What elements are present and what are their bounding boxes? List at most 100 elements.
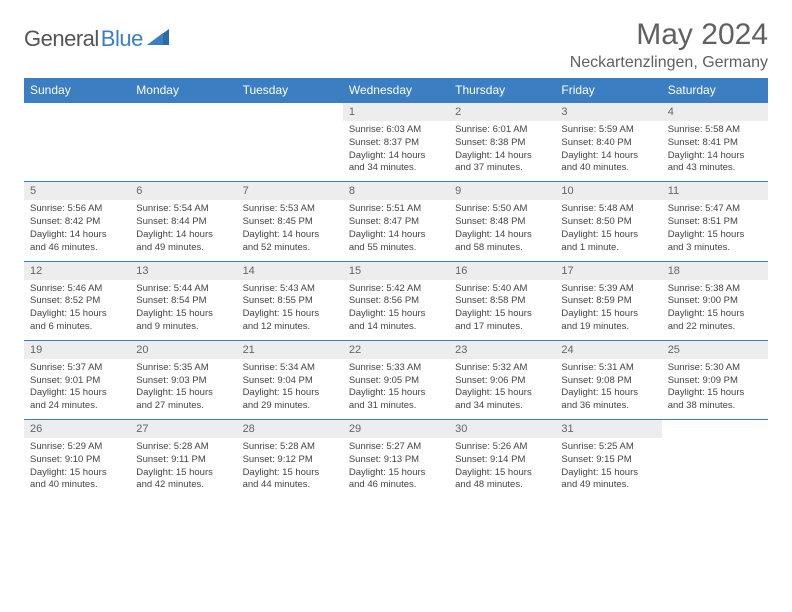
calendar-cell <box>237 103 343 182</box>
daylight-text: Daylight: 14 hours and 34 minutes. <box>349 150 443 176</box>
day-number: 30 <box>449 420 555 438</box>
sunrise-text: Sunrise: 5:30 AM <box>668 362 762 375</box>
sunset-text: Sunset: 8:45 PM <box>243 216 337 229</box>
daylight-text: Daylight: 15 hours and 6 minutes. <box>30 308 124 334</box>
day-body: Sunrise: 5:31 AMSunset: 9:08 PMDaylight:… <box>555 359 661 419</box>
day-body: Sunrise: 5:29 AMSunset: 9:10 PMDaylight:… <box>24 438 130 498</box>
daylight-text: Daylight: 15 hours and 31 minutes. <box>349 387 443 413</box>
sunset-text: Sunset: 9:13 PM <box>349 454 443 467</box>
month-title: May 2024 <box>570 18 768 52</box>
day-header: Friday <box>555 78 661 103</box>
sunrise-text: Sunrise: 5:58 AM <box>668 124 762 137</box>
calendar-cell <box>662 420 768 499</box>
sunrise-text: Sunrise: 5:50 AM <box>455 203 549 216</box>
day-header: Saturday <box>662 78 768 103</box>
sunset-text: Sunset: 8:37 PM <box>349 137 443 150</box>
sunrise-text: Sunrise: 5:44 AM <box>136 283 230 296</box>
sunrise-text: Sunrise: 5:39 AM <box>561 283 655 296</box>
daylight-text: Daylight: 15 hours and 22 minutes. <box>668 308 762 334</box>
calendar-cell: 9Sunrise: 5:50 AMSunset: 8:48 PMDaylight… <box>449 182 555 261</box>
day-number: 7 <box>237 182 343 200</box>
calendar-cell: 2Sunrise: 6:01 AMSunset: 8:38 PMDaylight… <box>449 103 555 182</box>
day-header: Wednesday <box>343 78 449 103</box>
calendar-cell: 15Sunrise: 5:42 AMSunset: 8:56 PMDayligh… <box>343 261 449 340</box>
calendar-cell: 3Sunrise: 5:59 AMSunset: 8:40 PMDaylight… <box>555 103 661 182</box>
calendar-week-row: 26Sunrise: 5:29 AMSunset: 9:10 PMDayligh… <box>24 420 768 499</box>
day-body: Sunrise: 5:40 AMSunset: 8:58 PMDaylight:… <box>449 280 555 340</box>
day-number: 29 <box>343 420 449 438</box>
calendar-cell: 24Sunrise: 5:31 AMSunset: 9:08 PMDayligh… <box>555 340 661 419</box>
sunrise-text: Sunrise: 5:31 AM <box>561 362 655 375</box>
logo-text-2: Blue <box>101 26 143 52</box>
day-header: Monday <box>130 78 236 103</box>
day-number: 15 <box>343 262 449 280</box>
sunset-text: Sunset: 8:47 PM <box>349 216 443 229</box>
day-number: 14 <box>237 262 343 280</box>
calendar-cell: 10Sunrise: 5:48 AMSunset: 8:50 PMDayligh… <box>555 182 661 261</box>
title-block: May 2024 Neckartenzlingen, Germany <box>570 18 768 72</box>
sunrise-text: Sunrise: 5:32 AM <box>455 362 549 375</box>
calendar-cell: 11Sunrise: 5:47 AMSunset: 8:51 PMDayligh… <box>662 182 768 261</box>
sunset-text: Sunset: 8:56 PM <box>349 295 443 308</box>
sunrise-text: Sunrise: 5:37 AM <box>30 362 124 375</box>
daylight-text: Daylight: 15 hours and 1 minute. <box>561 229 655 255</box>
day-body: Sunrise: 5:59 AMSunset: 8:40 PMDaylight:… <box>555 121 661 181</box>
day-number: 13 <box>130 262 236 280</box>
sunrise-text: Sunrise: 5:59 AM <box>561 124 655 137</box>
daylight-text: Daylight: 14 hours and 46 minutes. <box>30 229 124 255</box>
daylight-text: Daylight: 15 hours and 46 minutes. <box>349 467 443 493</box>
day-number: 23 <box>449 341 555 359</box>
calendar-cell <box>130 103 236 182</box>
calendar-cell: 20Sunrise: 5:35 AMSunset: 9:03 PMDayligh… <box>130 340 236 419</box>
daylight-text: Daylight: 15 hours and 49 minutes. <box>561 467 655 493</box>
daylight-text: Daylight: 14 hours and 49 minutes. <box>136 229 230 255</box>
day-number: 20 <box>130 341 236 359</box>
day-number: 3 <box>555 103 661 121</box>
day-body: Sunrise: 5:50 AMSunset: 8:48 PMDaylight:… <box>449 200 555 260</box>
day-number: 17 <box>555 262 661 280</box>
day-body: Sunrise: 5:38 AMSunset: 9:00 PMDaylight:… <box>662 280 768 340</box>
calendar-page: GeneralBlue May 2024 Neckartenzlingen, G… <box>0 0 792 516</box>
calendar-cell: 7Sunrise: 5:53 AMSunset: 8:45 PMDaylight… <box>237 182 343 261</box>
day-body: Sunrise: 5:47 AMSunset: 8:51 PMDaylight:… <box>662 200 768 260</box>
sunset-text: Sunset: 9:08 PM <box>561 375 655 388</box>
calendar-cell: 8Sunrise: 5:51 AMSunset: 8:47 PMDaylight… <box>343 182 449 261</box>
sunrise-text: Sunrise: 5:40 AM <box>455 283 549 296</box>
daylight-text: Daylight: 15 hours and 34 minutes. <box>455 387 549 413</box>
sunrise-text: Sunrise: 5:28 AM <box>136 441 230 454</box>
daylight-text: Daylight: 14 hours and 43 minutes. <box>668 150 762 176</box>
daylight-text: Daylight: 14 hours and 37 minutes. <box>455 150 549 176</box>
sunset-text: Sunset: 8:48 PM <box>455 216 549 229</box>
calendar-cell: 26Sunrise: 5:29 AMSunset: 9:10 PMDayligh… <box>24 420 130 499</box>
daylight-text: Daylight: 15 hours and 40 minutes. <box>30 467 124 493</box>
daylight-text: Daylight: 15 hours and 38 minutes. <box>668 387 762 413</box>
sunrise-text: Sunrise: 5:35 AM <box>136 362 230 375</box>
sunset-text: Sunset: 9:09 PM <box>668 375 762 388</box>
sunset-text: Sunset: 9:06 PM <box>455 375 549 388</box>
day-number: 11 <box>662 182 768 200</box>
sunset-text: Sunset: 8:52 PM <box>30 295 124 308</box>
day-body: Sunrise: 5:54 AMSunset: 8:44 PMDaylight:… <box>130 200 236 260</box>
day-body: Sunrise: 5:58 AMSunset: 8:41 PMDaylight:… <box>662 121 768 181</box>
daylight-text: Daylight: 15 hours and 17 minutes. <box>455 308 549 334</box>
sunset-text: Sunset: 9:10 PM <box>30 454 124 467</box>
sunrise-text: Sunrise: 5:28 AM <box>243 441 337 454</box>
sunrise-text: Sunrise: 5:42 AM <box>349 283 443 296</box>
sunrise-text: Sunrise: 5:43 AM <box>243 283 337 296</box>
calendar-week-row: 5Sunrise: 5:56 AMSunset: 8:42 PMDaylight… <box>24 182 768 261</box>
sunset-text: Sunset: 9:11 PM <box>136 454 230 467</box>
sunrise-text: Sunrise: 5:56 AM <box>30 203 124 216</box>
sunrise-text: Sunrise: 5:27 AM <box>349 441 443 454</box>
sunrise-text: Sunrise: 5:26 AM <box>455 441 549 454</box>
sunrise-text: Sunrise: 5:38 AM <box>668 283 762 296</box>
day-number: 1 <box>343 103 449 121</box>
sunset-text: Sunset: 8:55 PM <box>243 295 337 308</box>
sunset-text: Sunset: 8:40 PM <box>561 137 655 150</box>
day-number: 25 <box>662 341 768 359</box>
calendar-cell: 17Sunrise: 5:39 AMSunset: 8:59 PMDayligh… <box>555 261 661 340</box>
calendar-cell: 14Sunrise: 5:43 AMSunset: 8:55 PMDayligh… <box>237 261 343 340</box>
calendar-body: 1Sunrise: 6:03 AMSunset: 8:37 PMDaylight… <box>24 103 768 499</box>
day-body: Sunrise: 6:01 AMSunset: 8:38 PMDaylight:… <box>449 121 555 181</box>
sunset-text: Sunset: 9:12 PM <box>243 454 337 467</box>
calendar-cell: 25 Sunrise: 5:30 AMSunset: 9:09 PMDayligh… <box>662 340 768 419</box>
